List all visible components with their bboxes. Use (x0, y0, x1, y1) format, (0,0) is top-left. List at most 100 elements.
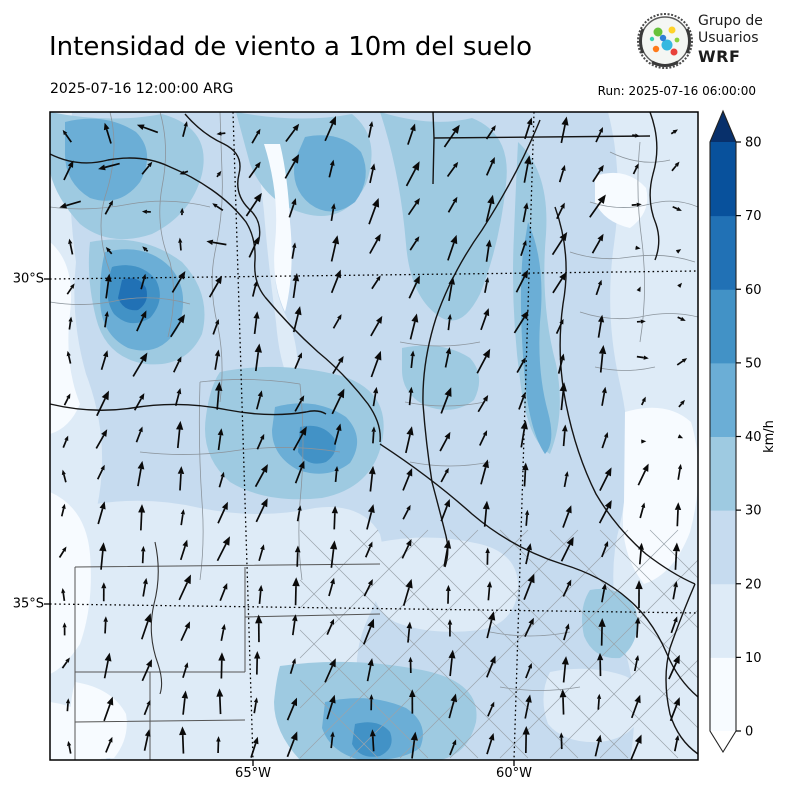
wind-arrow-head (406, 468, 413, 477)
wind-arrow (595, 126, 603, 143)
wind-arrow-shaft (218, 476, 224, 488)
wind-arrow-head (101, 582, 107, 589)
wind-arrow (522, 462, 529, 487)
wind-arrow-shaft (216, 390, 220, 410)
wind-arrow-head (482, 395, 489, 402)
wind-arrow (632, 133, 641, 138)
wind-arrow-head (139, 352, 148, 363)
wind-arrow (180, 509, 185, 526)
wind-arrow (254, 651, 261, 675)
wind-arrow-shaft (595, 131, 602, 143)
wind-arrow-head (103, 122, 110, 131)
wind-arrow (178, 574, 191, 601)
wind-arrow (559, 382, 567, 411)
wind-arrow (630, 734, 642, 760)
wind-arrow (597, 652, 604, 677)
wind-arrow-head (337, 355, 344, 364)
wind-arrow-shaft (332, 361, 341, 374)
wind-arrow (216, 536, 230, 562)
wind-arrow-head (294, 306, 302, 316)
wind-arrow (178, 237, 183, 251)
wind-arrow-head (137, 460, 145, 470)
wind-arrow-shaft (218, 696, 222, 715)
wind-arrow (331, 505, 339, 530)
wind-arrow-shaft (563, 475, 568, 488)
wind-arrow-head (62, 622, 67, 628)
wind-arrow-shaft (480, 467, 487, 485)
wind-arrow-head (635, 245, 641, 250)
wind-arrow-head (447, 313, 452, 320)
wind-arrow-shaft (405, 168, 417, 187)
wind-arrow (677, 316, 686, 321)
wind-arrow (294, 352, 302, 369)
wind-arrow (96, 390, 109, 417)
wind-arrow (136, 310, 147, 332)
wrf-logo-emblem (637, 13, 693, 69)
wind-arrow-shaft (142, 583, 147, 597)
wind-arrow (179, 539, 188, 561)
wind-arrow-head (99, 501, 106, 510)
x-axis-label: 65°W (235, 766, 271, 781)
wind-arrow-shaft (288, 203, 295, 218)
wind-arrow-shaft (525, 549, 530, 565)
wind-arrow-head (414, 197, 420, 205)
wind-arrow-head (291, 658, 296, 664)
wind-arrow (408, 275, 420, 299)
wind-arrow (674, 502, 682, 527)
wind-arrow-head (147, 161, 153, 168)
wind-arrow-head (257, 390, 263, 398)
wind-arrow (138, 504, 146, 531)
wind-arrow (251, 128, 261, 144)
wind-arrow-head (140, 310, 147, 319)
wind-arrow-shaft (96, 469, 104, 480)
wind-arrow-shaft (292, 433, 304, 451)
wind-arrow-head (216, 131, 222, 136)
wind-arrow (480, 459, 489, 485)
wind-arrow (68, 316, 73, 330)
wind-arrow-head (634, 694, 641, 704)
wind-arrow (103, 696, 114, 722)
wind-arrow (258, 584, 264, 604)
wind-arrow-head (448, 276, 455, 285)
logo-laurel-left (639, 28, 645, 54)
wind-arrow (598, 344, 607, 373)
wind-arrow-head (177, 466, 185, 475)
wind-arrow-head (253, 192, 262, 203)
wind-arrow (250, 736, 259, 758)
wind-arrow (254, 343, 262, 372)
wind-arrow-shaft (139, 512, 143, 531)
wind-arrow-shaft (180, 514, 184, 526)
wind-arrow-head (560, 202, 565, 209)
wind-arrow (286, 731, 298, 758)
wind-arrow (218, 471, 225, 488)
wind-arrow-head (452, 161, 459, 168)
wind-arrow-shaft (363, 584, 371, 597)
wind-arrow (136, 124, 159, 134)
wind-arrow (633, 655, 640, 672)
wind-arrow-shaft (440, 395, 449, 414)
wind-arrow-head (337, 314, 342, 320)
wind-arrow-head (68, 316, 73, 322)
wind-arrow-head (331, 203, 336, 210)
wind-arrow-head (673, 654, 680, 665)
wind-arrow-head (179, 170, 185, 175)
wind-arrow-head (414, 236, 420, 242)
wind-arrow (216, 688, 224, 715)
wind-arrow-shaft (141, 165, 150, 175)
wind-arrow-shaft (598, 507, 609, 524)
logo-line-2: Usuarios (698, 29, 759, 46)
wind-arrow-head (559, 689, 567, 698)
wind-arrow-head (176, 420, 184, 430)
wind-arrow-head (330, 577, 335, 585)
wind-arrow-head (410, 350, 415, 357)
wind-arrow (66, 350, 72, 364)
wind-arrow-shaft (630, 701, 639, 719)
wind-arrow-head (335, 423, 342, 431)
wind-arrow-shaft (105, 129, 112, 144)
wind-arrow (289, 658, 296, 674)
wind-arrow (447, 619, 453, 637)
wind-arrow (330, 731, 335, 749)
wind-arrow-shaft (673, 739, 678, 752)
wind-arrow-head (672, 542, 681, 552)
